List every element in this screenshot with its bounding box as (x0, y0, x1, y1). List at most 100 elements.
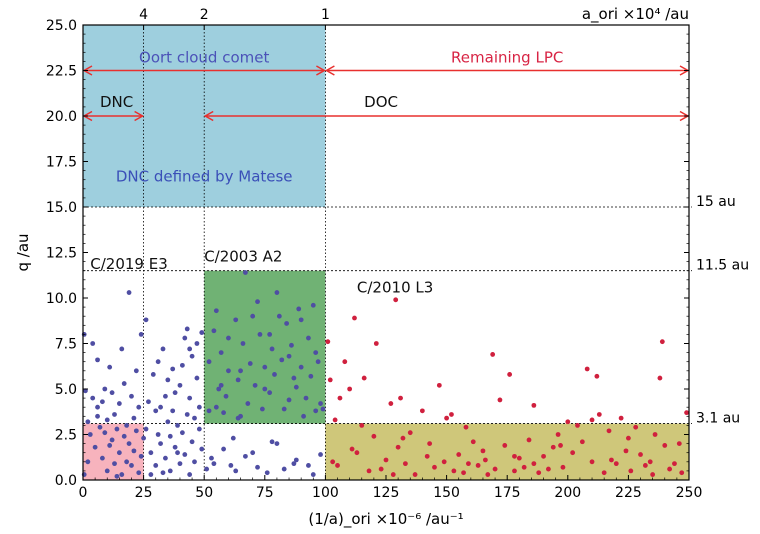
data-point-1-69 (638, 452, 643, 457)
y-tick-label-4: 10.0 (46, 291, 77, 307)
data-point-0-101 (216, 386, 222, 392)
data-point-1-10 (361, 375, 367, 381)
data-point-0-120 (262, 364, 268, 370)
data-point-0-20 (112, 412, 117, 417)
data-point-1-13 (373, 341, 379, 346)
data-point-0-39 (136, 404, 142, 410)
y-tick-label-6: 15.0 (46, 200, 77, 216)
data-point-0-83 (196, 404, 202, 410)
data-point-0-75 (187, 395, 193, 401)
x-tick-label-9: 225 (615, 485, 642, 501)
data-point-1-68 (633, 424, 639, 430)
annotation-2: DNC (100, 93, 133, 111)
x-tick-label-0: 0 (79, 485, 88, 501)
data-point-0-109 (235, 377, 241, 383)
data-point-0-37 (133, 368, 139, 374)
data-point-0-4 (90, 395, 96, 401)
data-point-0-87 (148, 472, 154, 477)
data-point-0-156 (226, 335, 231, 341)
y-axis-title: q /au (14, 233, 32, 271)
data-point-0-107 (230, 435, 236, 441)
data-point-1-33 (466, 461, 471, 467)
data-point-1-67 (628, 468, 634, 474)
top-tick-label-1: 2 (200, 7, 209, 23)
data-point-1-70 (642, 463, 648, 468)
data-point-0-41 (138, 332, 144, 337)
data-point-0-10 (99, 455, 105, 461)
data-point-0-158 (274, 290, 280, 295)
data-point-0-155 (213, 404, 219, 410)
data-point-0-48 (143, 317, 149, 323)
x-axis-title: (1/a)_ori ×10⁻⁶ /au⁻¹ (308, 510, 463, 529)
data-point-0-2 (85, 419, 91, 425)
data-point-1-87 (330, 459, 336, 465)
data-point-0-130 (286, 397, 292, 403)
data-point-0-127 (279, 357, 285, 363)
data-point-0-111 (240, 341, 246, 346)
data-point-0-85 (199, 330, 205, 335)
data-point-0-9 (97, 424, 103, 430)
data-point-1-60 (594, 373, 600, 379)
data-point-1-3 (335, 463, 340, 468)
data-point-0-32 (129, 393, 134, 399)
data-point-0-161 (238, 368, 243, 374)
data-point-0-139 (308, 373, 314, 379)
annotation-3: DOC (364, 93, 398, 111)
data-point-0-38 (136, 470, 142, 476)
data-point-1-81 (400, 435, 406, 441)
data-point-0-96 (206, 408, 212, 414)
right-label-0: 15 au (696, 194, 736, 210)
data-point-0-97 (206, 359, 212, 365)
data-point-0-71 (182, 452, 188, 457)
data-point-0-89 (175, 450, 180, 456)
data-point-0-5 (90, 341, 96, 346)
data-point-1-8 (354, 450, 360, 456)
annotation-5: C/2003 A2 (204, 248, 282, 266)
data-point-0-138 (306, 335, 311, 341)
data-point-0-121 (264, 470, 270, 476)
data-point-1-31 (456, 452, 462, 457)
data-point-1-24 (424, 453, 430, 459)
data-point-1-91 (482, 457, 488, 463)
data-point-0-78 (192, 459, 197, 465)
data-point-0-115 (250, 450, 256, 456)
data-point-1-29 (449, 412, 454, 417)
data-point-0-66 (175, 423, 180, 428)
data-point-1-15 (383, 457, 389, 463)
data-point-0-51 (150, 372, 156, 377)
data-point-1-73 (657, 375, 663, 381)
x-tick-label-8: 200 (554, 485, 581, 501)
data-point-0-36 (133, 428, 139, 434)
data-point-0-52 (153, 408, 159, 414)
data-point-0-128 (281, 406, 287, 412)
data-point-1-22 (412, 472, 418, 477)
data-point-0-132 (291, 461, 297, 467)
y-tick-label-0: 0.0 (55, 473, 77, 489)
data-point-0-69 (179, 430, 185, 436)
data-point-0-55 (158, 441, 163, 446)
data-point-0-34 (131, 448, 137, 454)
data-point-0-74 (187, 472, 193, 477)
data-point-0-113 (245, 401, 251, 406)
x-tick-label-2: 50 (195, 485, 213, 501)
data-point-1-9 (359, 423, 365, 428)
y-tick-label-1: 2.5 (55, 428, 77, 444)
right-label-2: 3.1 au (696, 411, 740, 427)
data-point-1-61 (596, 412, 602, 417)
y-tick-label-7: 17.5 (46, 155, 77, 171)
data-point-0-123 (269, 346, 275, 352)
data-point-0-105 (226, 368, 231, 374)
data-point-1-77 (672, 461, 677, 467)
data-point-1-26 (436, 382, 442, 388)
data-point-0-76 (189, 439, 195, 445)
y-tick-label-3: 7.5 (55, 337, 77, 353)
data-point-1-64 (613, 461, 619, 467)
data-point-0-93 (163, 393, 168, 399)
data-point-0-22 (116, 450, 122, 456)
data-point-0-145 (211, 461, 217, 467)
data-point-0-166 (291, 375, 297, 381)
data-point-1-53 (560, 464, 566, 470)
data-point-1-47 (531, 461, 537, 467)
data-point-0-3 (87, 432, 93, 437)
data-point-1-0 (325, 339, 331, 345)
